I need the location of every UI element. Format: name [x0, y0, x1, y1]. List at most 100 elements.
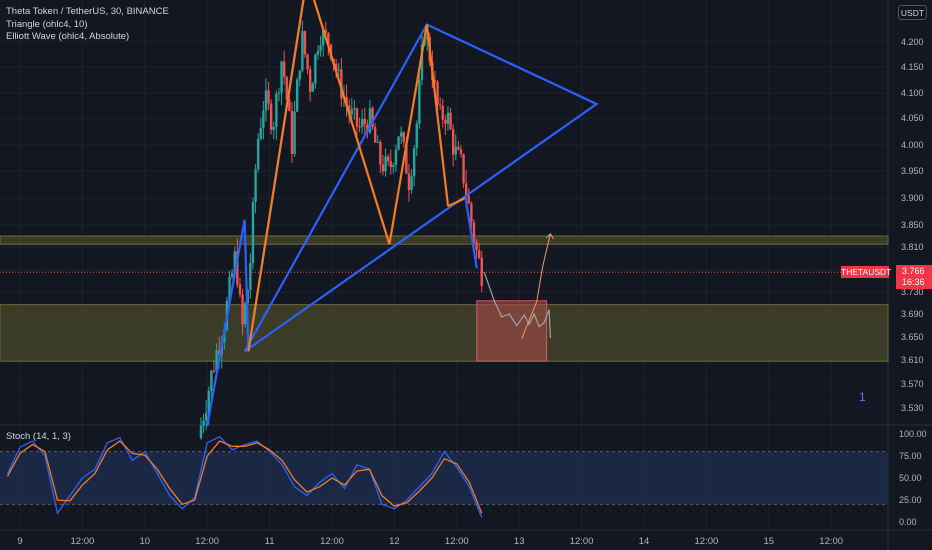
wave-labels: 134ac — [859, 390, 866, 404]
symbol-title[interactable]: Theta Token / TetherUS, 30, BINANCE — [6, 6, 169, 17]
candle-body — [337, 69, 340, 71]
candle-body — [298, 70, 301, 80]
candle-body — [319, 45, 322, 51]
candle-body — [285, 77, 288, 100]
candle-body — [363, 118, 366, 125]
price-tick-label: 4.150 — [901, 62, 924, 72]
elliott-wave-segment — [388, 24, 428, 245]
candle-body — [381, 164, 385, 172]
candle-body — [238, 284, 242, 295]
candle-body — [254, 169, 257, 202]
candle-body — [376, 142, 379, 144]
candle-body — [470, 203, 473, 223]
elliott-wave-segment — [312, 0, 391, 245]
candle-body — [441, 105, 444, 120]
time-tick-label: 14 — [639, 536, 650, 547]
candle-body — [454, 146, 457, 155]
price-tick-label: 3.650 — [901, 332, 924, 342]
stoch-tick-label: 100.00 — [899, 429, 927, 439]
stoch-pane — [0, 435, 888, 518]
candle-body — [207, 390, 210, 414]
currency-button[interactable]: USDT — [898, 5, 927, 20]
candle-body — [446, 112, 450, 124]
time-tick-label: 15 — [764, 536, 775, 547]
candle-body — [264, 90, 268, 111]
elliott-wave-segment — [206, 219, 246, 427]
time-tick-label: 12:00 — [570, 536, 594, 547]
candle-body — [295, 79, 299, 112]
price-tick-label: 3.610 — [901, 355, 924, 365]
candle-body — [199, 425, 203, 438]
candle-body — [301, 31, 304, 71]
candle-body — [462, 154, 465, 184]
candle-body — [477, 250, 481, 258]
arrow-head — [546, 232, 554, 240]
candle-body — [412, 148, 416, 177]
candle-body — [334, 63, 338, 71]
candle-body — [384, 156, 387, 172]
candle-body — [262, 110, 265, 128]
elliott-wave-segment — [425, 24, 450, 207]
time-tick-label: 12:00 — [195, 536, 219, 547]
candle-body — [288, 99, 291, 111]
price-tick-label: 4.200 — [901, 37, 924, 47]
candle-body — [212, 370, 216, 372]
candle-body — [405, 142, 408, 174]
candle-body — [249, 262, 252, 290]
stoch-k-line — [6, 435, 483, 518]
support-zone-2 — [0, 304, 889, 362]
candle-body — [402, 132, 405, 143]
candle-body — [407, 173, 411, 191]
candle-body — [433, 80, 437, 82]
price-tick-label: 3.950 — [901, 166, 924, 176]
candle-body — [480, 257, 483, 286]
candle-body — [306, 54, 309, 70]
candle-body — [210, 370, 213, 391]
time-tick-label: 10 — [140, 536, 151, 547]
bar-countdown: 16:36 — [902, 277, 925, 287]
candle-body — [282, 61, 286, 78]
stoch-d-line — [6, 440, 483, 514]
candle-body — [368, 108, 372, 133]
price-tick-label: 3.530 — [901, 403, 924, 413]
time-tick-label: 11 — [265, 536, 275, 547]
price-tick-label: 3.810 — [901, 242, 924, 252]
candle-body — [259, 127, 262, 139]
triangle-indicator-label[interactable]: Triangle (ohlc4, 10) — [6, 18, 88, 30]
candle-body — [379, 142, 382, 165]
triangle-pattern — [243, 23, 599, 353]
candle-body — [464, 183, 468, 196]
elliott-indicator-label[interactable]: Elliott Wave (ohlc4, Absolute) — [6, 31, 130, 42]
elliott-wave-segment — [447, 197, 466, 208]
candle-body — [215, 350, 218, 371]
drawings — [0, 0, 888, 427]
candle-body — [233, 251, 236, 274]
stoch-indicator-label[interactable]: Stoch (14, 1, 3) — [6, 431, 71, 442]
candle-body — [228, 276, 231, 301]
candle-body — [345, 96, 348, 106]
candle-body — [475, 241, 478, 251]
candle-body — [280, 61, 283, 93]
time-tick-label: 12:00 — [819, 536, 843, 547]
stoch-tick-label: 75.00 — [899, 451, 922, 461]
elliott-wave-segment — [247, 0, 305, 352]
candle-body — [392, 164, 395, 168]
time-tick-label: 12:00 — [445, 536, 469, 547]
candle-body — [459, 149, 463, 155]
candle-body — [472, 222, 476, 242]
candle-body — [204, 413, 208, 421]
candle-body — [467, 195, 470, 204]
candle-body — [425, 36, 429, 40]
candle-body — [360, 118, 364, 128]
candle-body — [308, 69, 312, 92]
stoch-tick-label: 0.00 — [899, 517, 917, 527]
candle-body — [451, 129, 455, 155]
support-zone-1 — [0, 235, 889, 245]
projection-path — [483, 272, 551, 339]
stoch-tick-label: 50.00 — [899, 473, 922, 483]
time-tick-label: 9 — [17, 536, 22, 547]
candle-body — [324, 29, 327, 33]
candle-body — [389, 161, 392, 168]
candle-body — [272, 126, 275, 130]
